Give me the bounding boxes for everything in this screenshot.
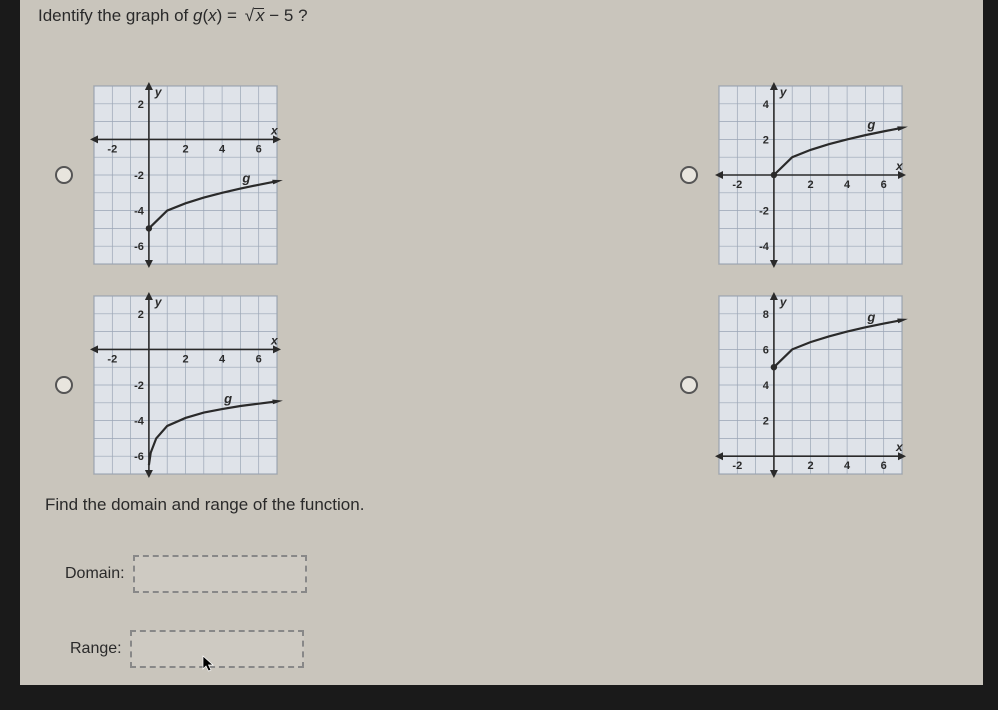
svg-text:y: y bbox=[779, 295, 788, 309]
range-input[interactable] bbox=[130, 630, 304, 668]
function-var: x bbox=[208, 6, 217, 25]
svg-text:y: y bbox=[154, 85, 163, 99]
svg-text:4: 4 bbox=[763, 380, 770, 392]
question-text: Identify the graph of g(x) = √x − 5 ? bbox=[38, 6, 308, 26]
svg-text:-2: -2 bbox=[732, 179, 742, 191]
svg-text:-2: -2 bbox=[107, 143, 117, 155]
radio-option-4[interactable] bbox=[680, 376, 698, 394]
svg-text:g: g bbox=[866, 117, 875, 132]
svg-text:6: 6 bbox=[256, 353, 262, 365]
svg-text:g: g bbox=[866, 309, 875, 324]
svg-text:x: x bbox=[895, 440, 904, 454]
svg-text:-4: -4 bbox=[759, 241, 770, 253]
svg-text:-2: -2 bbox=[134, 380, 144, 392]
svg-text:2: 2 bbox=[763, 134, 769, 146]
svg-text:2: 2 bbox=[807, 179, 813, 191]
graph-top-right: x y -2 2 4 6 4 2 -2 -4 g bbox=[713, 80, 908, 270]
svg-text:2: 2 bbox=[807, 460, 813, 472]
svg-text:x: x bbox=[270, 333, 279, 347]
svg-text:6: 6 bbox=[881, 460, 887, 472]
sqrt: √x bbox=[242, 6, 265, 26]
svg-text:4: 4 bbox=[844, 179, 851, 191]
graph-bottom-right: x y -2 2 4 6 8 6 4 2 g bbox=[713, 290, 908, 480]
domain-label: Domain: bbox=[65, 565, 125, 583]
svg-text:2: 2 bbox=[763, 416, 769, 428]
svg-text:2: 2 bbox=[182, 353, 188, 365]
svg-text:-2: -2 bbox=[107, 353, 117, 365]
graph-bottom-left: x y -2 2 4 6 2 -2 -4 -6 g bbox=[88, 290, 283, 480]
svg-text:-2: -2 bbox=[732, 460, 742, 472]
domain-input[interactable] bbox=[133, 555, 307, 593]
svg-text:-4: -4 bbox=[134, 416, 145, 428]
svg-text:x: x bbox=[270, 123, 279, 137]
svg-text:x: x bbox=[895, 159, 904, 173]
find-instruction: Find the domain and range of the functio… bbox=[45, 495, 364, 515]
graph-top-left: x y -2 2 4 6 2 -2 -4 -6 g bbox=[88, 80, 283, 270]
radio-option-2[interactable] bbox=[680, 166, 698, 184]
question-prefix: Identify the graph of bbox=[38, 6, 193, 25]
svg-text:-2: -2 bbox=[134, 170, 144, 182]
svg-text:-2: -2 bbox=[759, 206, 769, 218]
svg-text:4: 4 bbox=[844, 460, 851, 472]
svg-text:g: g bbox=[241, 171, 250, 186]
svg-text:y: y bbox=[779, 85, 788, 99]
svg-text:2: 2 bbox=[138, 99, 144, 111]
svg-text:4: 4 bbox=[219, 353, 226, 365]
svg-text:g: g bbox=[223, 391, 232, 406]
function-g: g bbox=[193, 6, 202, 25]
svg-text:6: 6 bbox=[881, 179, 887, 191]
radio-option-3[interactable] bbox=[55, 376, 73, 394]
expr-tail: − 5 ? bbox=[265, 6, 308, 25]
svg-text:4: 4 bbox=[763, 99, 770, 111]
svg-text:-4: -4 bbox=[134, 206, 145, 218]
svg-text:-6: -6 bbox=[134, 451, 144, 463]
radio-option-1[interactable] bbox=[55, 166, 73, 184]
svg-text:-6: -6 bbox=[134, 241, 144, 253]
svg-text:6: 6 bbox=[763, 344, 769, 356]
svg-text:y: y bbox=[154, 295, 163, 309]
svg-text:4: 4 bbox=[219, 143, 226, 155]
svg-text:6: 6 bbox=[256, 143, 262, 155]
svg-text:2: 2 bbox=[182, 143, 188, 155]
range-label: Range: bbox=[70, 640, 122, 658]
svg-text:2: 2 bbox=[138, 309, 144, 321]
svg-text:8: 8 bbox=[763, 309, 769, 321]
